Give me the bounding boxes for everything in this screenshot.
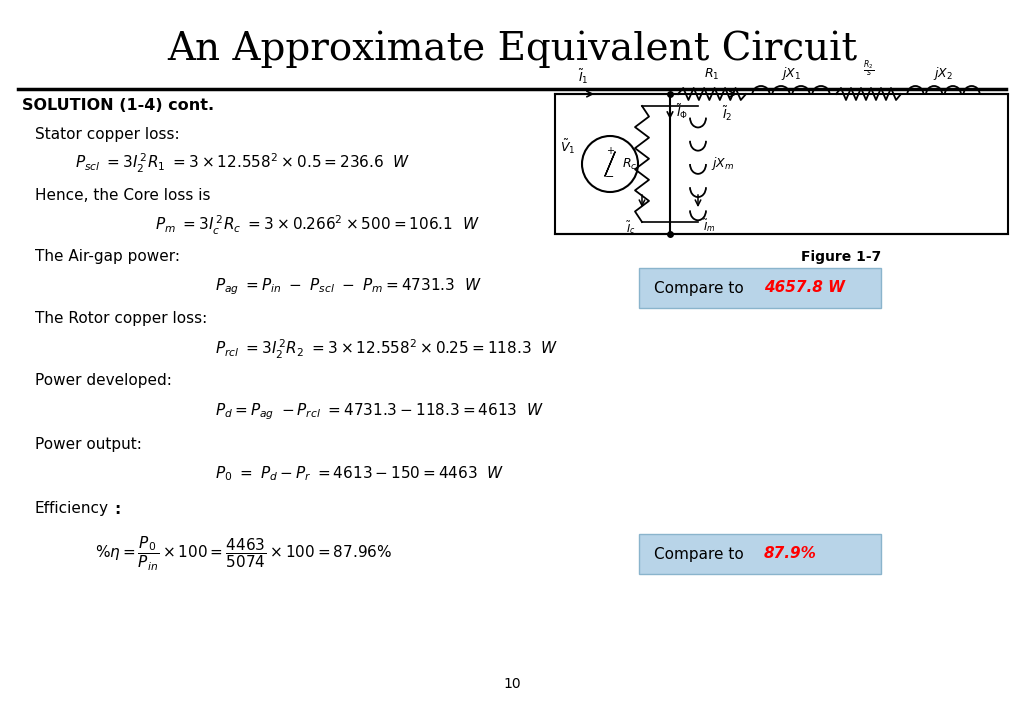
Text: $R_1$: $R_1$ — [705, 67, 720, 82]
Text: Figure 1-7: Figure 1-7 — [802, 250, 882, 264]
Text: $\tilde{I}_1$: $\tilde{I}_1$ — [578, 67, 589, 86]
Text: $P_{scl}\ = 3I_2^{\,2}R_1\ = 3\times12.558^2\times0.5 = 236.6\ \ W$: $P_{scl}\ = 3I_2^{\,2}R_1\ = 3\times12.5… — [75, 152, 411, 174]
Text: $\tilde{I}_c$: $\tilde{I}_c$ — [627, 219, 636, 236]
Text: Efficiency: Efficiency — [35, 501, 109, 516]
Text: $P_m\ = 3I_c^{\,2}R_c\ = 3\times0.266^2\times500 = 106.1\ \ W$: $P_m\ = 3I_c^{\,2}R_c\ = 3\times0.266^2\… — [155, 213, 480, 237]
Text: $jX_m$: $jX_m$ — [711, 155, 734, 172]
Text: Compare to: Compare to — [654, 281, 749, 296]
FancyBboxPatch shape — [639, 268, 881, 308]
Bar — [555, 94, 1008, 234]
Text: Power output:: Power output: — [35, 437, 142, 452]
Text: SOLUTION (1-4) cont.: SOLUTION (1-4) cont. — [22, 99, 214, 113]
FancyBboxPatch shape — [639, 534, 881, 574]
Text: An Approximate Equivalent Circuit: An Approximate Equivalent Circuit — [167, 30, 857, 68]
Text: Power developed:: Power developed: — [35, 374, 172, 389]
Text: 87.9%: 87.9% — [764, 547, 817, 562]
Text: $P_{rcl}\ = 3I_2^{\,2}R_2\ = 3\times12.558^2\times0.25 = 118.3\ \ W$: $P_{rcl}\ = 3I_2^{\,2}R_2\ = 3\times12.5… — [215, 337, 558, 361]
Text: Stator copper loss:: Stator copper loss: — [35, 126, 179, 142]
Text: $\tilde{I}_m$: $\tilde{I}_m$ — [703, 217, 716, 234]
Text: The Rotor copper loss:: The Rotor copper loss: — [35, 311, 207, 327]
Text: +: + — [606, 146, 614, 156]
Text: −: − — [605, 172, 614, 182]
Text: Compare to: Compare to — [654, 547, 749, 562]
Text: $P_0\ =\ P_d - P_r\ = 4613 - 150 = 4463\ \ W$: $P_0\ =\ P_d - P_r\ = 4613 - 150 = 4463\… — [215, 464, 505, 484]
Text: $R_c$: $R_c$ — [622, 157, 637, 172]
Text: :: : — [114, 501, 120, 516]
Text: $jX_2$: $jX_2$ — [934, 65, 953, 82]
Text: The Air-gap power:: The Air-gap power: — [35, 248, 180, 264]
Text: $P_d= P_{ag}\ -P_{rcl}\ =4731.3-118.3 = 4613\ \ W$: $P_d= P_{ag}\ -P_{rcl}\ =4731.3-118.3 = … — [215, 402, 544, 423]
Text: $\tilde{I}_2$: $\tilde{I}_2$ — [722, 104, 732, 123]
Text: 10: 10 — [503, 677, 521, 691]
Text: 4657.8 W: 4657.8 W — [764, 281, 845, 296]
Text: $\frac{R_2}{s}$: $\frac{R_2}{s}$ — [863, 59, 874, 80]
Text: $\tilde{V}_1$: $\tilde{V}_1$ — [560, 138, 575, 156]
Text: $\%\eta= \dfrac{P_0}{P_{in}}\times100 = \dfrac{4463}{5074}\times100 = 87.96\%$: $\%\eta= \dfrac{P_0}{P_{in}}\times100 = … — [95, 535, 392, 573]
Text: Hence, the Core loss is: Hence, the Core loss is — [35, 187, 211, 203]
Text: $\tilde{I}_\Phi$: $\tilde{I}_\Phi$ — [676, 103, 688, 121]
Text: $jX_1$: $jX_1$ — [781, 65, 801, 82]
Text: $P_{ag}\ = P_{in}\ -\ P_{scl}\ -\ P_m= 4731.3\ \ W$: $P_{ag}\ = P_{in}\ -\ P_{scl}\ -\ P_m= 4… — [215, 277, 482, 297]
